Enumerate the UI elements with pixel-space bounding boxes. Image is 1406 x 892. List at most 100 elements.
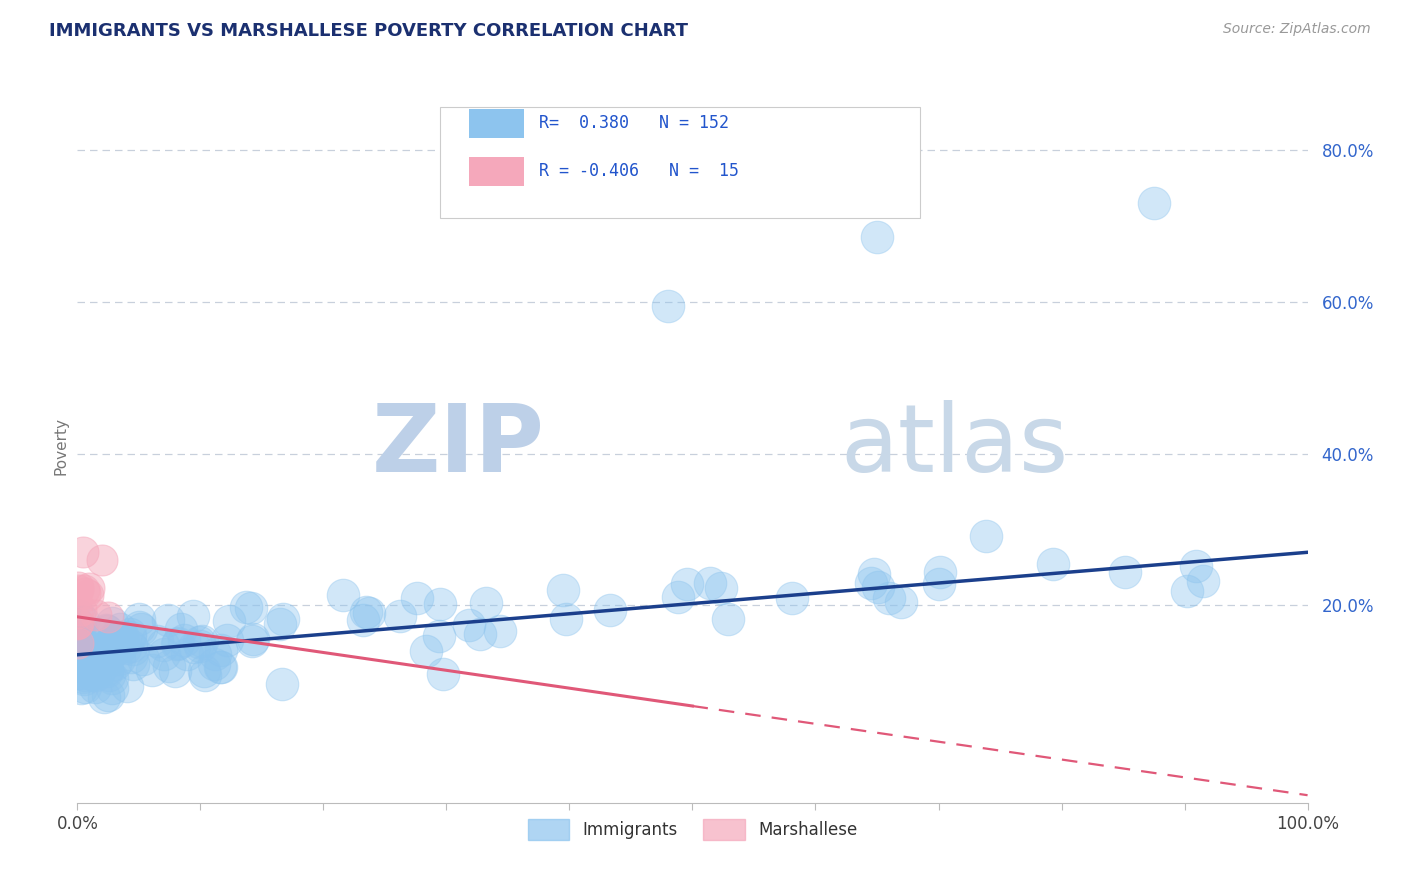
- Point: [176, 647, 198, 661]
- Point: [103, 642, 125, 657]
- Point: [110, 636, 132, 650]
- Point: [77, 654, 100, 668]
- Point: [83, 668, 105, 682]
- Point: [73, 582, 96, 597]
- Point: [108, 652, 131, 666]
- Point: [120, 639, 142, 653]
- Point: [429, 598, 451, 612]
- Point: [877, 591, 900, 605]
- Point: [240, 634, 263, 648]
- Point: [67, 629, 90, 643]
- Point: [157, 659, 180, 673]
- Point: [96, 653, 118, 667]
- Point: [156, 613, 179, 627]
- Point: [270, 677, 292, 691]
- Point: [80, 651, 103, 665]
- Point: [67, 617, 90, 632]
- Point: [67, 640, 90, 655]
- Point: [388, 609, 411, 624]
- Point: [72, 545, 94, 559]
- Point: [666, 591, 689, 605]
- Point: [866, 580, 889, 594]
- Point: [717, 612, 740, 626]
- Point: [1114, 565, 1136, 579]
- Point: [89, 656, 111, 670]
- Point: [242, 632, 264, 646]
- Point: [204, 647, 226, 661]
- Point: [432, 667, 454, 681]
- Point: [70, 681, 93, 695]
- Point: [1185, 559, 1208, 574]
- Point: [110, 622, 132, 636]
- Point: [73, 632, 96, 647]
- Point: [120, 649, 142, 664]
- Point: [103, 632, 125, 646]
- Point: [405, 591, 427, 606]
- Point: [97, 668, 120, 682]
- Point: [153, 647, 176, 661]
- Point: [169, 622, 191, 636]
- Point: [67, 583, 90, 598]
- Point: [209, 643, 232, 657]
- Text: ZIP: ZIP: [373, 400, 546, 492]
- Point: [80, 660, 103, 674]
- Point: [104, 657, 127, 671]
- Point: [354, 605, 377, 619]
- Point: [181, 609, 204, 624]
- Point: [183, 640, 205, 654]
- Point: [235, 599, 257, 614]
- Point: [215, 633, 238, 648]
- Point: [69, 658, 91, 673]
- Point: [67, 619, 90, 633]
- Point: [208, 660, 231, 674]
- Point: [70, 602, 93, 616]
- Point: [67, 608, 90, 623]
- Point: [1042, 557, 1064, 571]
- Point: [131, 622, 153, 636]
- Point: [202, 657, 225, 671]
- Point: [890, 595, 912, 609]
- Point: [76, 645, 98, 659]
- Point: [93, 640, 115, 655]
- Text: atlas: atlas: [841, 400, 1069, 492]
- Text: IMMIGRANTS VS MARSHALLESE POVERTY CORRELATION CHART: IMMIGRANTS VS MARSHALLESE POVERTY CORREL…: [49, 22, 688, 40]
- Point: [82, 645, 104, 659]
- Point: [1192, 574, 1215, 588]
- Text: R=  0.380   N = 152: R= 0.380 N = 152: [538, 114, 728, 132]
- Point: [66, 657, 89, 671]
- Point: [87, 629, 110, 643]
- Point: [193, 664, 215, 678]
- Point: [141, 663, 163, 677]
- Point: [66, 617, 89, 632]
- Point: [110, 632, 132, 646]
- Point: [90, 641, 112, 656]
- Point: [710, 582, 733, 596]
- Point: [699, 576, 721, 591]
- Point: [82, 667, 104, 681]
- Point: [94, 624, 117, 638]
- Point: [66, 580, 89, 594]
- Bar: [468, 109, 524, 137]
- Point: [96, 664, 118, 678]
- Point: [84, 608, 107, 623]
- Point: [97, 638, 120, 652]
- Point: [173, 632, 195, 647]
- Point: [90, 553, 114, 567]
- Point: [191, 634, 214, 648]
- Point: [165, 665, 187, 679]
- Point: [69, 657, 91, 671]
- Point: [866, 230, 889, 244]
- Point: [79, 652, 101, 666]
- Point: [66, 628, 89, 642]
- Point: [67, 636, 90, 650]
- Point: [107, 640, 129, 655]
- Point: [1175, 583, 1198, 598]
- Point: [863, 567, 886, 582]
- Point: [84, 642, 107, 657]
- Point: [69, 666, 91, 681]
- Point: [72, 641, 94, 656]
- Point: [67, 615, 90, 630]
- Point: [96, 648, 118, 663]
- Point: [67, 633, 90, 648]
- Y-axis label: Poverty: Poverty: [53, 417, 69, 475]
